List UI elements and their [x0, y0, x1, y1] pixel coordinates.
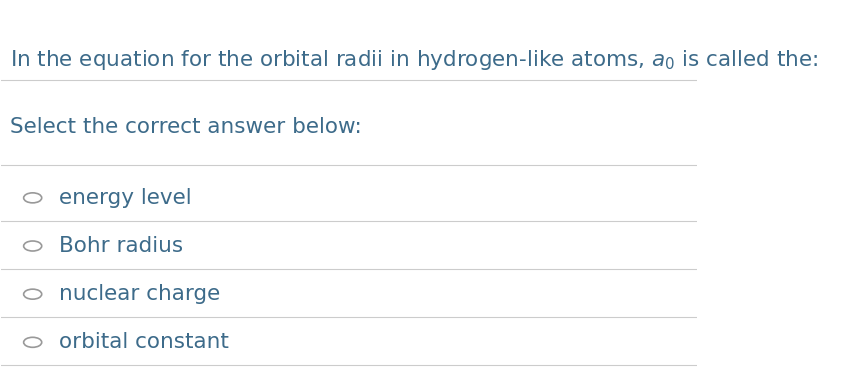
Text: nuclear charge: nuclear charge — [59, 284, 220, 304]
Text: energy level: energy level — [59, 188, 192, 208]
Text: In the equation for the orbital radii in hydrogen-like atoms, $a_0$ is called th: In the equation for the orbital radii in… — [9, 48, 817, 72]
Text: orbital constant: orbital constant — [59, 332, 228, 352]
Text: Select the correct answer below:: Select the correct answer below: — [9, 117, 361, 137]
Text: Bohr radius: Bohr radius — [59, 236, 183, 256]
